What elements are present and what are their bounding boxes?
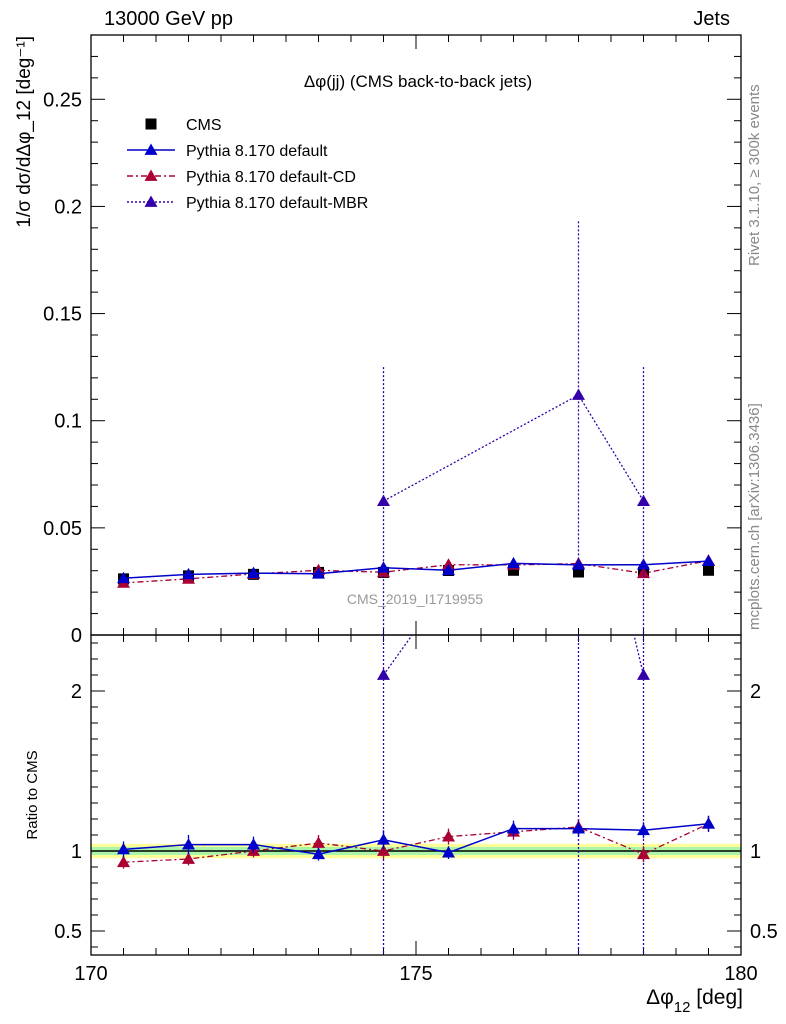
ratio-y-tick-label: 1	[71, 841, 82, 863]
default-ratio-point	[377, 833, 390, 845]
x-axis-label: Δφ12 [deg]	[646, 986, 743, 1016]
default-mbr-point	[572, 388, 585, 400]
ratio-y-tick-label-right: 1	[750, 841, 761, 863]
default-ratio-line	[123, 823, 709, 855]
series-line-default-mbr	[383, 394, 645, 502]
default-ratio-point	[572, 822, 585, 834]
header-energy-label: 13000 GeV pp	[104, 8, 233, 30]
default-cd-ratio-point	[312, 836, 325, 848]
legend-entry-label: CMS	[186, 117, 222, 134]
main-y-tick-label: 0.25	[43, 89, 82, 111]
legend-marker-cms	[145, 118, 157, 130]
header-process-label: Jets	[693, 8, 730, 30]
series-line-default-cd	[123, 560, 709, 584]
default-ratio-point	[312, 847, 325, 860]
main-panel-series	[117, 221, 715, 635]
default-ratio-point	[442, 846, 455, 858]
mbr-ratio-point	[637, 668, 650, 680]
default-ratio-point	[247, 838, 260, 850]
default-point	[182, 567, 195, 580]
default-point	[117, 571, 130, 584]
default-ratio-point	[702, 817, 715, 829]
legend-marker-triangle	[144, 143, 158, 155]
default-ratio-point	[117, 842, 130, 855]
default-cd-ratio-point	[637, 847, 650, 860]
default-point	[312, 567, 325, 579]
legend-marker-triangle	[144, 195, 158, 207]
ratio-panel-series	[117, 635, 715, 955]
default-cd-ratio-point	[377, 844, 390, 856]
ratio-y-axis-label: Ratio to CMS	[24, 750, 41, 839]
main-y-axis-label: 1/σ dσ/dΔφ_12 [deg⁻¹]	[14, 36, 35, 228]
x-tick-label: 175	[399, 963, 432, 985]
default-point	[702, 554, 715, 566]
cms-data-point	[508, 564, 519, 576]
legend-entry-label: Pythia 8.170 default-MBR	[186, 195, 368, 212]
main-y-tick-label: 0.05	[43, 518, 82, 540]
default-cd-ratio-line	[123, 823, 709, 863]
mbr-ratio-point	[377, 668, 390, 680]
legend-marker-triangle	[144, 169, 158, 181]
default-point	[442, 563, 455, 576]
default-cd-ratio-point	[182, 852, 195, 864]
default-mbr-point	[377, 494, 390, 506]
x-tick-label: 170	[74, 963, 107, 985]
main-y-tick-label: 0.1	[54, 411, 82, 433]
default-ratio-point	[182, 838, 195, 850]
default-ratio-point	[507, 822, 520, 834]
default-point	[507, 556, 520, 569]
main-y-tick-label: 0.15	[43, 304, 82, 326]
ratio-y-tick-label-right: 2	[750, 681, 761, 703]
legend-entry-label: Pythia 8.170 default-CD	[186, 169, 356, 186]
cms-data-point	[573, 566, 584, 578]
x-tick-label: 180	[724, 963, 757, 985]
default-ratio-point	[637, 823, 650, 836]
ratio-y-tick-label: 0.5	[54, 921, 82, 943]
default-cd-ratio-point	[442, 830, 455, 842]
ratio-y-tick-label: 2	[71, 681, 82, 703]
cms-data-point	[703, 564, 714, 576]
main-y-tick-label: 0.2	[54, 196, 82, 218]
default-point	[572, 558, 585, 570]
main-y-tick-label: 0	[71, 625, 82, 647]
default-point	[377, 561, 390, 573]
default-cd-ratio-point	[117, 855, 130, 868]
series-line-default	[123, 560, 709, 579]
default-point	[247, 566, 260, 578]
default-mbr-point	[637, 494, 650, 506]
legend: CMS Pythia 8.170 default Pythia 8.170 defa…	[127, 117, 368, 212]
ratio-y-tick-label-right: 0.5	[750, 921, 778, 943]
legend-entry-label: Pythia 8.170 default	[186, 143, 328, 160]
chart-title: Δφ(jj) (CMS back-to-back jets)	[304, 72, 532, 91]
analysis-watermark: CMS_2019_I1719955	[347, 591, 483, 607]
